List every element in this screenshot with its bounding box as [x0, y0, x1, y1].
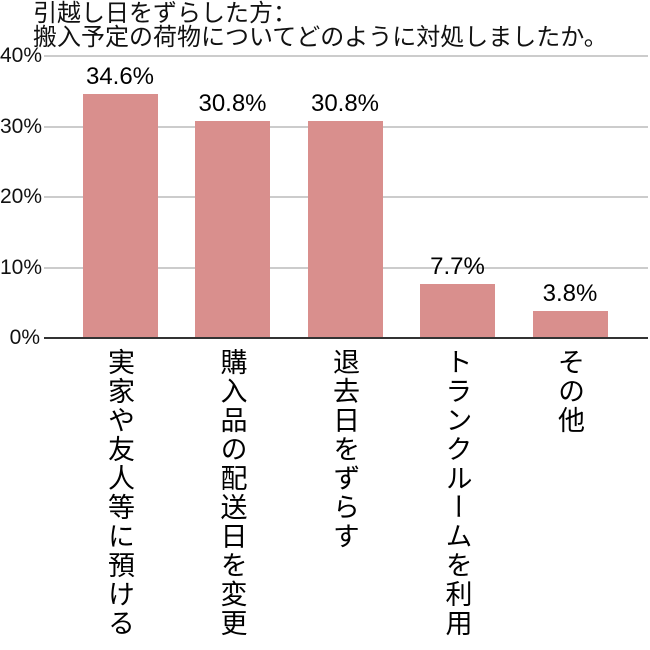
x-axis-baseline — [44, 337, 648, 339]
bar-3 — [307, 120, 383, 338]
category-label: トランクルームを利用 — [441, 348, 472, 638]
category-label: 購入品の配送日を変更 — [216, 348, 247, 638]
bar-value-label: 30.8% — [198, 89, 267, 117]
bar-value-label: 7.7% — [430, 252, 485, 280]
category-label: その他 — [554, 348, 584, 435]
bar-value-label: 30.8% — [310, 89, 380, 117]
category-label: 実家や友人等に預ける — [104, 348, 134, 638]
bar-value-label: 3.8% — [542, 280, 598, 308]
bar-4 — [420, 283, 495, 338]
y-tick-label: 10% — [0, 255, 43, 279]
bar-2 — [195, 120, 270, 338]
bar-value-label: 34.6% — [85, 63, 155, 91]
chart-title: 引越し日をずらした方： 搬入予定の荷物についてどのように対処しましたか。 — [33, 2, 648, 50]
chart-title-line2: 搬入予定の荷物についてどのように対処しましたか。 — [33, 24, 608, 51]
bar-1 — [82, 94, 158, 338]
chart-title-line1: 引越し日をずらした方： — [33, 0, 297, 27]
category-label: 退去日をずらす — [329, 348, 359, 551]
y-tick-label: 30% — [0, 114, 43, 138]
y-tick-label: 20% — [0, 185, 43, 208]
y-tick-label: 0% — [9, 326, 40, 349]
y-tick-label: 40% — [0, 44, 43, 67]
gridline — [44, 55, 648, 57]
bar-5 — [532, 311, 608, 338]
